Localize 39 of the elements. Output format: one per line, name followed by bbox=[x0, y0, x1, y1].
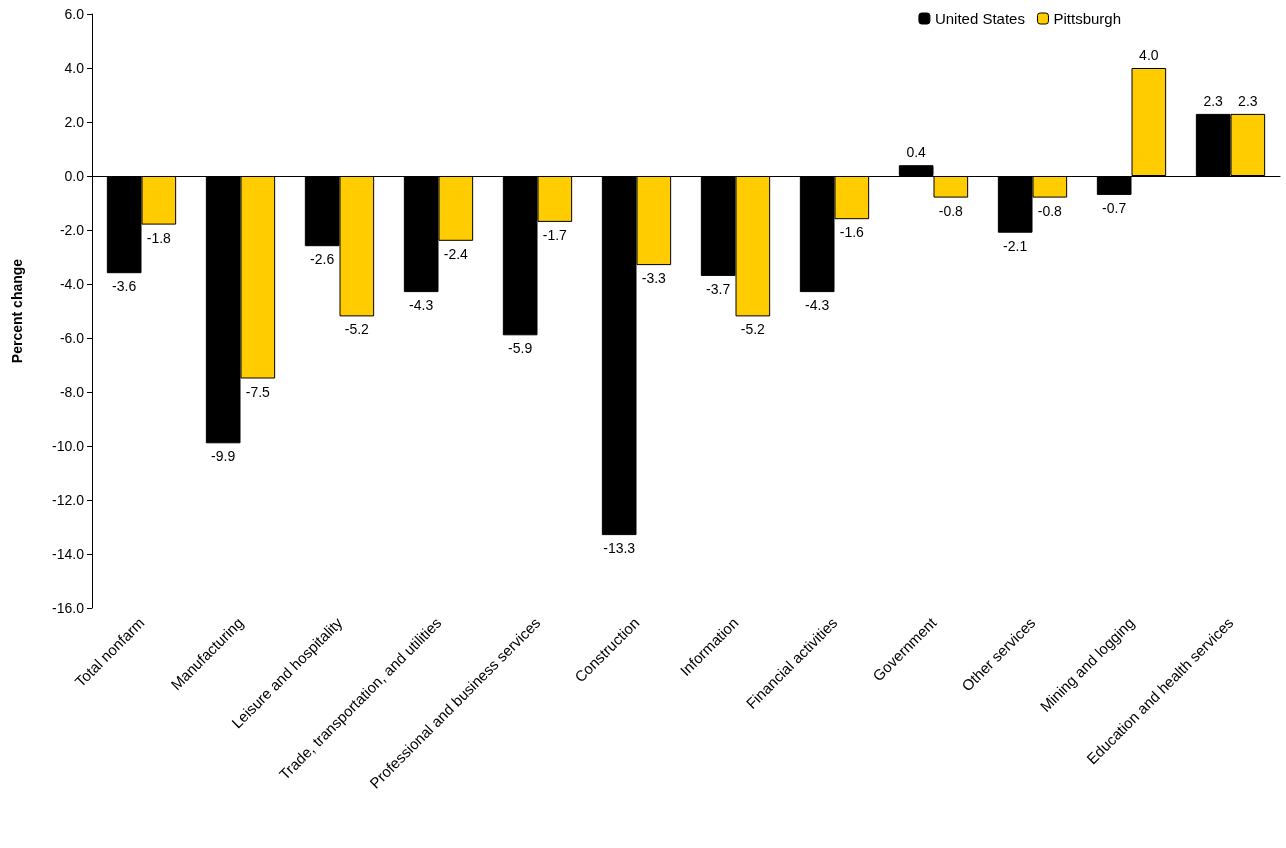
data-label: -7.5 bbox=[245, 383, 271, 400]
y-tick-label: -4.0 bbox=[59, 276, 85, 292]
data-label: -4.3 bbox=[805, 297, 830, 314]
data-label: -4.3 bbox=[409, 297, 434, 314]
data-label: -9.9 bbox=[211, 448, 236, 465]
legend-label: United States bbox=[934, 10, 1025, 27]
data-label: 4.0 bbox=[1139, 47, 1159, 63]
y-tick-label: -12.0 bbox=[52, 492, 85, 508]
y-axis-title: Percent change bbox=[9, 258, 25, 364]
y-tick-label: 6.0 bbox=[64, 6, 85, 22]
data-label: -3.6 bbox=[112, 278, 137, 295]
y-tick-label: -2.0 bbox=[59, 222, 85, 238]
y-tick-label: -14.0 bbox=[52, 546, 85, 562]
y-tick-label: -6.0 bbox=[59, 330, 85, 346]
data-label: -2.1 bbox=[1003, 237, 1028, 254]
data-label: -13.3 bbox=[603, 540, 636, 557]
y-tick-label: 0.0 bbox=[64, 168, 85, 184]
y-tick-label: -8.0 bbox=[59, 384, 85, 400]
y-tick-label: -16.0 bbox=[52, 600, 85, 616]
data-label: -5.9 bbox=[508, 340, 533, 357]
y-tick-label: 4.0 bbox=[64, 60, 85, 76]
legend-label: Pittsburgh bbox=[1053, 10, 1122, 27]
data-label: -2.4 bbox=[443, 245, 469, 262]
data-label: -5.2 bbox=[740, 321, 766, 338]
data-label: -2.6 bbox=[310, 251, 335, 268]
data-label: -0.8 bbox=[1037, 202, 1063, 219]
data-label: -3.7 bbox=[706, 280, 731, 297]
data-label: -1.8 bbox=[146, 229, 172, 246]
data-label: -1.7 bbox=[542, 226, 568, 243]
y-tick-label: -10.0 bbox=[52, 438, 85, 454]
data-label: -3.3 bbox=[641, 270, 667, 287]
data-label: -0.7 bbox=[1102, 199, 1127, 216]
data-label: -1.6 bbox=[839, 224, 865, 241]
data-label: -5.2 bbox=[344, 321, 370, 338]
data-label: 2.3 bbox=[1203, 92, 1224, 109]
data-label: 2.3 bbox=[1238, 92, 1258, 109]
y-tick-label: 2.0 bbox=[64, 114, 85, 130]
data-label: 0.4 bbox=[906, 144, 927, 161]
data-label: -0.8 bbox=[938, 202, 964, 219]
